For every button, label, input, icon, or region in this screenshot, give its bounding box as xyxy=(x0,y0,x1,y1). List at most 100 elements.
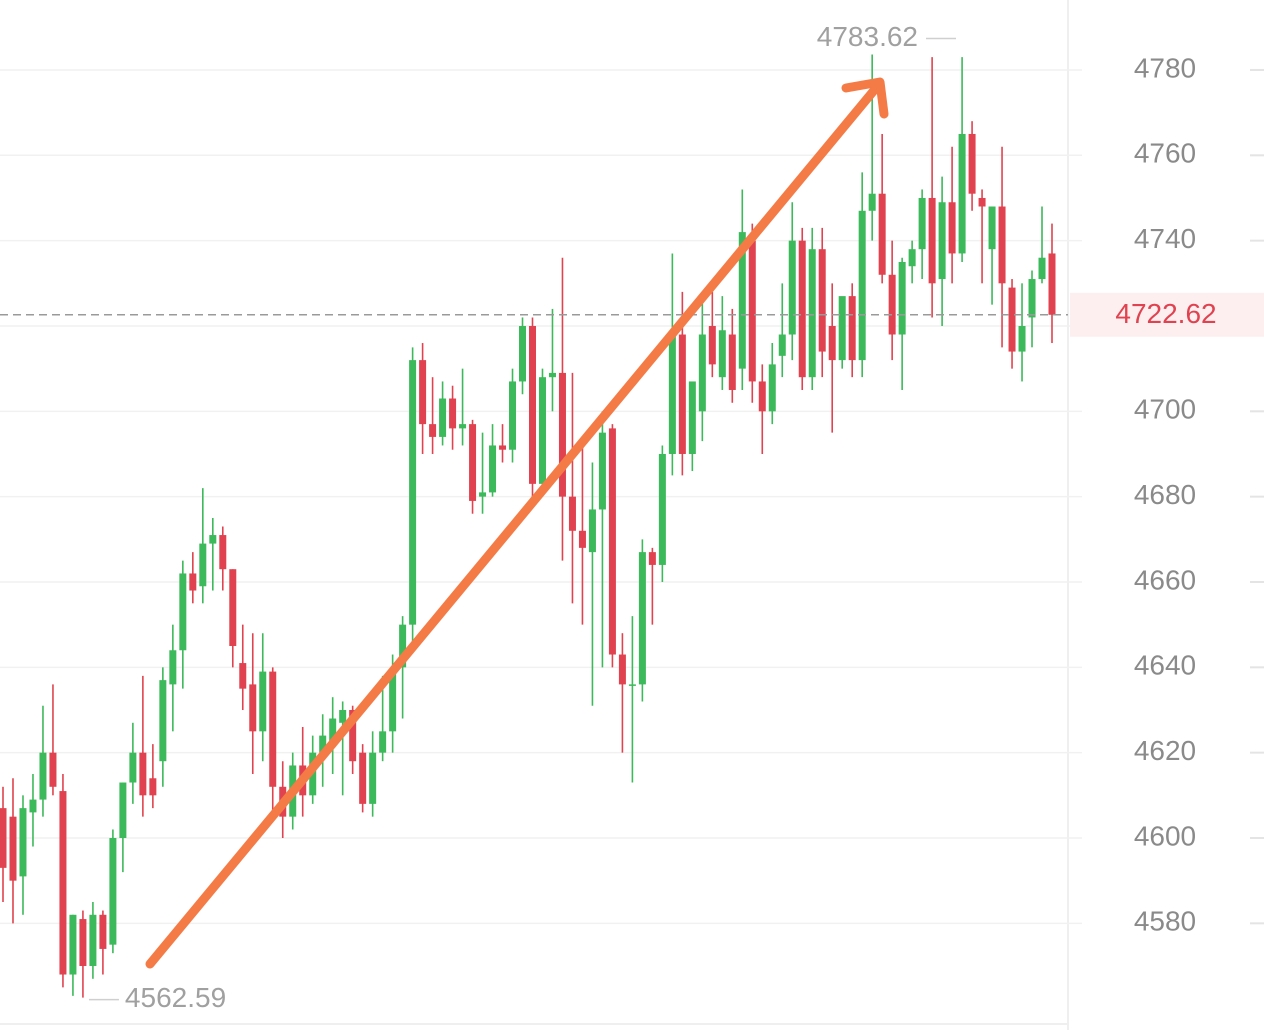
candle-body xyxy=(349,709,357,762)
arrow-shaft xyxy=(145,83,881,969)
candle-body xyxy=(339,709,347,723)
candle-body xyxy=(568,496,576,531)
candle-body xyxy=(359,752,367,804)
candle-body xyxy=(658,453,666,565)
candle-body xyxy=(998,206,1006,284)
candle-body xyxy=(409,360,417,625)
candle-body xyxy=(459,424,467,429)
candle-body xyxy=(1018,325,1026,352)
candle-body xyxy=(59,791,67,975)
candle-body xyxy=(439,398,447,437)
candle-body xyxy=(728,334,736,390)
candle-body xyxy=(628,684,636,686)
candle-body xyxy=(598,432,606,510)
candle-body xyxy=(878,193,886,275)
candle-body xyxy=(528,325,536,484)
candle-body xyxy=(49,752,57,787)
candle-body xyxy=(678,334,686,454)
candle-body xyxy=(389,671,397,732)
candle-body xyxy=(89,914,97,966)
candle-body xyxy=(708,325,716,365)
candle-body xyxy=(748,240,756,382)
y-tick-label: 4600 xyxy=(1134,820,1196,851)
candle-body xyxy=(419,360,427,425)
candle-body xyxy=(558,372,566,497)
candle-body xyxy=(259,671,267,732)
candle-body xyxy=(329,718,337,745)
y-tick-label: 4740 xyxy=(1134,223,1196,254)
candle-body xyxy=(469,424,477,501)
candle-body xyxy=(758,381,766,412)
candle-body xyxy=(19,808,27,877)
candle-body xyxy=(798,240,806,378)
candle-body xyxy=(698,334,706,412)
y-tick-label: 4640 xyxy=(1134,650,1196,681)
candle-body xyxy=(888,274,896,335)
candle-body xyxy=(688,381,696,454)
candle-body xyxy=(648,552,656,565)
candle-body xyxy=(1038,257,1046,280)
candle-body xyxy=(738,232,746,369)
candle-body xyxy=(189,573,197,591)
candle-body xyxy=(668,334,676,454)
last-price-box xyxy=(1070,292,1264,337)
candle-body xyxy=(0,808,7,868)
candle-body xyxy=(988,206,996,250)
candle-body xyxy=(519,325,527,382)
candle-body xyxy=(898,261,906,335)
candle-body xyxy=(858,210,866,361)
y-tick-label: 4700 xyxy=(1134,394,1196,425)
candle-body xyxy=(588,509,596,553)
candle-body xyxy=(838,296,846,361)
candle-body xyxy=(928,197,936,284)
candle-body xyxy=(239,663,247,689)
candle-body xyxy=(399,624,407,668)
candle-body xyxy=(119,782,127,838)
candle-body xyxy=(29,799,37,813)
candle-body xyxy=(429,424,437,437)
candle-body xyxy=(868,193,876,211)
candle-body xyxy=(1048,253,1056,315)
min-label: 4562.59 xyxy=(125,982,226,1013)
candle-body xyxy=(958,133,966,254)
candle-body xyxy=(269,671,277,787)
candle-body xyxy=(1008,287,1016,352)
max-label: 4783.62 xyxy=(817,21,918,52)
candle-body xyxy=(968,133,976,194)
candle-body xyxy=(918,197,926,250)
candle-body xyxy=(479,492,487,497)
candle-body xyxy=(948,202,956,254)
last-price-label: 4722.62 xyxy=(1115,298,1216,329)
candle-body xyxy=(908,249,916,267)
candle-body xyxy=(9,816,17,881)
candle-body xyxy=(788,240,796,335)
y-tick-label: 4580 xyxy=(1134,906,1196,937)
candle-body xyxy=(379,731,387,753)
candle-body xyxy=(219,535,227,570)
candle-body xyxy=(778,334,786,356)
annotations: 4783.62 4562.59 4722.62 xyxy=(0,21,1264,1013)
candle-body xyxy=(449,398,457,429)
candles xyxy=(0,54,1056,998)
candle-body xyxy=(79,919,87,966)
y-tick-label: 4680 xyxy=(1134,479,1196,510)
candle-body xyxy=(169,650,177,685)
y-tick-label: 4660 xyxy=(1134,564,1196,595)
candle-body xyxy=(489,445,497,493)
candle-body xyxy=(808,249,816,378)
candle-body xyxy=(548,372,556,378)
candle-body xyxy=(319,735,327,753)
candle-body xyxy=(818,249,826,352)
candle-body xyxy=(578,530,586,548)
candle-body xyxy=(718,330,726,378)
candle-body xyxy=(99,914,107,949)
y-tick-label: 4620 xyxy=(1134,735,1196,766)
candle-body xyxy=(159,680,167,762)
candle-body xyxy=(109,837,117,945)
candle-body xyxy=(199,543,207,587)
candle-body xyxy=(69,914,77,975)
y-tick-label: 4780 xyxy=(1134,52,1196,83)
